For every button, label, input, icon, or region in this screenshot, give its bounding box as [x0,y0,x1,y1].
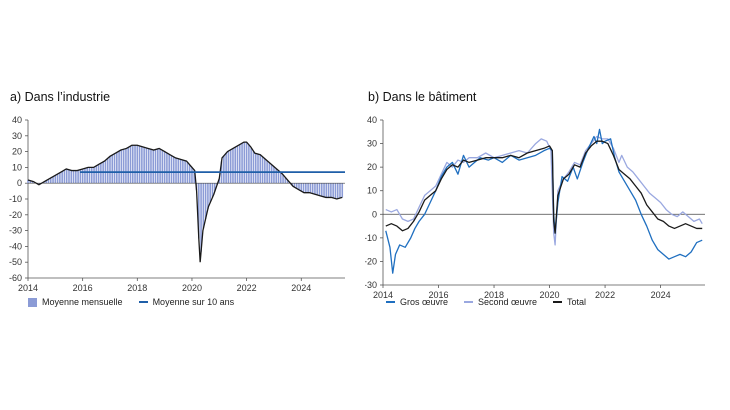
chart-b-y-tick-label: 20 [367,162,377,172]
chart-b-y-tick-label: 10 [367,186,377,196]
chart-a-y-tick-label: -50 [9,257,22,267]
legend-swatch-10y-average [138,301,148,303]
chart-a-y-tick-label: 30 [12,131,22,141]
legend-label-gros-oeuvre: Gros œuvre [400,297,449,307]
chart-b-legend: Gros œuvre Second œuvre Total [386,297,602,307]
legend-label-second-oeuvre: Second œuvre [478,297,538,307]
chart-a-x-tick-label: 2024 [291,283,311,293]
chart-a-title: a) Dans l’industrie [10,90,111,104]
chart-b-y-tick-label: 40 [367,115,377,125]
legend-label-total: Total [567,297,587,307]
chart-b-title: b) Dans le bâtiment [368,90,477,104]
legend-item-second-oeuvre: Second œuvre [464,297,537,307]
chart-a-x-tick-label: 2018 [127,283,147,293]
legend-swatch-monthly [28,297,37,307]
chart-b-y-tick-label: -30 [365,280,377,290]
legend-swatch-gros-oeuvre [386,301,395,303]
second-oeuvre-line [385,135,703,246]
legend-item-gros-oeuvre: Gros œuvre [386,297,448,307]
chart-a-y-tick-label: -40 [9,241,22,251]
chart-a-x-tick-label: 2016 [73,283,93,293]
legend-swatch-second-oeuvre [464,301,474,303]
chart-a-y-tick-label: 40 [12,115,22,125]
chart-a-x-tick-label: 2020 [182,283,202,293]
legend-label-monthly: Moyenne mensuelle [42,297,123,307]
chart-b-y-tick-label: 0 [372,209,377,219]
monthly-outline-line [27,141,343,263]
chart-b-x-tick-label: 2018 [484,290,504,300]
gros-oeuvre-line [385,128,703,274]
total-line [385,140,703,234]
chart-b-x-tick-label: 2024 [651,290,671,300]
legend-item-monthly: Moyenne mensuelle [28,297,123,307]
chart-a-y-tick-label: 20 [12,147,22,157]
chart-b-y-tick-label: -20 [365,256,377,266]
chart-a-y-tick-label: -10 [9,194,22,204]
chart-b-x-tick-label: 2022 [595,290,615,300]
legend-swatch-total [553,301,563,303]
chart-a-y-tick-label: 10 [12,162,22,172]
legend-item-10y-average: Moyenne sur 10 ans [138,297,235,307]
chart-a-x-tick-label: 2022 [237,283,257,293]
chart-b-y-tick-label: 30 [367,139,377,149]
legend-item-total: Total [553,297,586,307]
chart-a-x-tick-label: 2014 [18,283,38,293]
chart-a-y-tick-label: -20 [9,210,22,220]
chart-b-x-tick-label: 2016 [429,290,449,300]
chart-b-y-tick-label: -10 [365,233,377,243]
chart-a-y-tick-label: -60 [9,273,22,283]
legend-label-10y-average: Moyenne sur 10 ans [152,297,235,307]
chart-a-legend: Moyenne mensuelle Moyenne sur 10 ans [28,297,250,307]
chart-a-y-tick-label: 0 [17,178,22,188]
chart-b-x-tick-label: 2020 [540,290,560,300]
chart-b-x-tick-label: 2014 [373,290,393,300]
chart-a-y-tick-label: -30 [9,226,22,236]
